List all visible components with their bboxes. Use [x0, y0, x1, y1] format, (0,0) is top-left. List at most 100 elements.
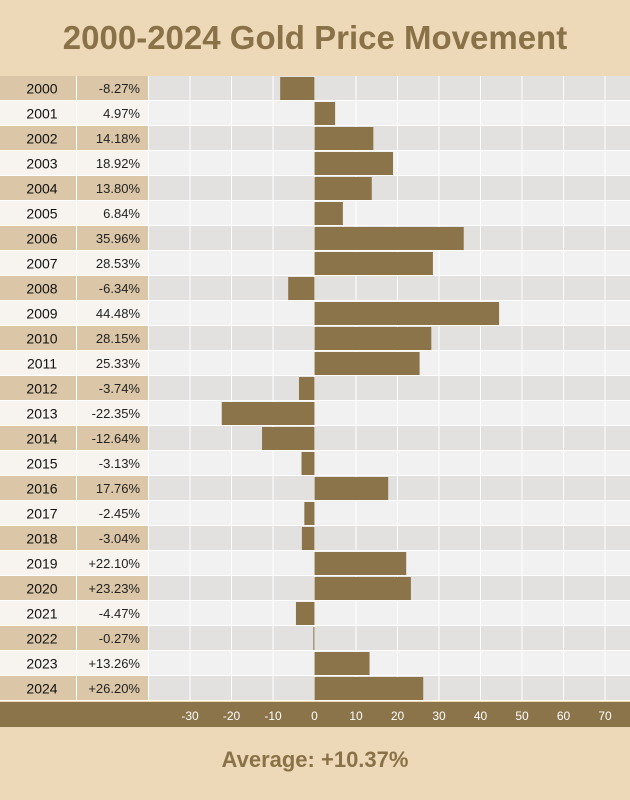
row-label-cell — [0, 651, 148, 676]
value-label: 35.96% — [96, 231, 141, 246]
bar-2019 — [314, 552, 407, 575]
value-label: -3.74% — [99, 381, 141, 396]
row-label-cell — [0, 151, 148, 176]
x-tick-label: -20 — [223, 709, 241, 723]
x-tick-label: -30 — [181, 709, 199, 723]
year-label: 2000 — [26, 81, 57, 97]
year-label: 2009 — [26, 306, 57, 322]
bar-2008 — [288, 277, 315, 300]
value-label: 13.80% — [96, 181, 141, 196]
row-label-cell — [0, 601, 148, 626]
row-label-cell — [0, 426, 148, 451]
bar-2023 — [314, 652, 370, 675]
bar-2011 — [314, 352, 420, 375]
row-label-cell — [0, 176, 148, 201]
value-label: +13.26% — [88, 656, 140, 671]
year-label: 2007 — [26, 256, 57, 272]
value-label: -2.45% — [99, 506, 141, 521]
value-label: +26.20% — [88, 681, 140, 696]
year-label: 2006 — [26, 231, 57, 247]
row-label-cell — [0, 551, 148, 576]
bar-2012 — [298, 377, 315, 400]
year-label: 2002 — [26, 131, 57, 147]
value-label: 28.53% — [96, 256, 141, 271]
row-label-cell — [0, 226, 148, 251]
bar-2010 — [314, 327, 432, 350]
value-label: 4.97% — [103, 106, 140, 121]
row-label-cell — [0, 676, 148, 701]
value-label: +22.10% — [88, 556, 140, 571]
bar-chart: 2000 -8.27% 2001 4.97% 2002 14.18% 2003 18.92% 2… — [0, 76, 630, 727]
row-label-cell — [0, 576, 148, 601]
value-label: -3.04% — [99, 531, 141, 546]
x-tick-label: 60 — [557, 709, 571, 723]
row-label-cell — [0, 401, 148, 426]
row-label-cell — [0, 526, 148, 551]
x-tick-label: 0 — [311, 709, 318, 723]
x-axis-band — [0, 702, 630, 727]
row-label-cell — [0, 626, 148, 651]
x-tick-label: 10 — [349, 709, 363, 723]
bar-2015 — [301, 452, 315, 475]
average-label: Average: +10.37% — [221, 747, 409, 772]
year-label: 2013 — [26, 406, 57, 422]
bar-2024 — [314, 677, 424, 700]
bar-2017 — [304, 502, 315, 525]
row-label-cell — [0, 376, 148, 401]
year-label: 2003 — [26, 156, 57, 172]
bar-2018 — [301, 527, 315, 550]
value-label: 28.15% — [96, 331, 141, 346]
bar-2013 — [221, 402, 315, 425]
value-label: 6.84% — [103, 206, 140, 221]
value-label: -12.64% — [92, 431, 141, 446]
row-label-cell — [0, 301, 148, 326]
bar-2009 — [314, 302, 500, 325]
bar-2020 — [314, 577, 411, 600]
bar-2022 — [313, 627, 315, 650]
year-label: 2010 — [26, 331, 57, 347]
year-label: 2020 — [26, 581, 57, 597]
bar-2003 — [314, 152, 394, 175]
value-label: -3.13% — [99, 456, 141, 471]
year-label: 2004 — [26, 181, 57, 197]
x-tick-label: 50 — [515, 709, 529, 723]
value-label: -8.27% — [99, 81, 141, 96]
year-label: 2005 — [26, 206, 57, 222]
value-label: -6.34% — [99, 281, 141, 296]
year-label: 2015 — [26, 456, 57, 472]
bar-2006 — [314, 227, 464, 250]
value-label: -0.27% — [99, 631, 141, 646]
bar-2021 — [295, 602, 315, 625]
chart-title: 2000-2024 Gold Price Movement — [62, 19, 568, 56]
x-tick-label: -10 — [264, 709, 282, 723]
x-tick-label: 40 — [474, 709, 488, 723]
row-label-cell — [0, 126, 148, 151]
value-label: 14.18% — [96, 131, 141, 146]
row-label-cell — [0, 101, 148, 126]
year-label: 2021 — [26, 606, 57, 622]
year-label: 2023 — [26, 656, 57, 672]
bar-2001 — [314, 102, 336, 125]
year-label: 2016 — [26, 481, 57, 497]
row-label-cell — [0, 476, 148, 501]
bar-2002 — [314, 127, 374, 150]
value-label: 18.92% — [96, 156, 141, 171]
row-label-cell — [0, 76, 148, 101]
year-label: 2011 — [27, 356, 57, 372]
value-label: -22.35% — [92, 406, 141, 421]
bar-2007 — [314, 252, 433, 275]
bar-2004 — [314, 177, 372, 200]
bar-2014 — [262, 427, 315, 450]
year-label: 2018 — [26, 531, 57, 547]
value-label: +23.23% — [88, 581, 140, 596]
row-label-cell — [0, 201, 148, 226]
value-label: 17.76% — [96, 481, 141, 496]
year-label: 2012 — [26, 381, 57, 397]
year-label: 2022 — [26, 631, 57, 647]
row-label-cell — [0, 451, 148, 476]
year-label: 2001 — [26, 106, 57, 122]
row-label-cell — [0, 251, 148, 276]
year-label: 2014 — [26, 431, 57, 447]
bar-2005 — [314, 202, 343, 225]
value-label: 25.33% — [96, 356, 141, 371]
